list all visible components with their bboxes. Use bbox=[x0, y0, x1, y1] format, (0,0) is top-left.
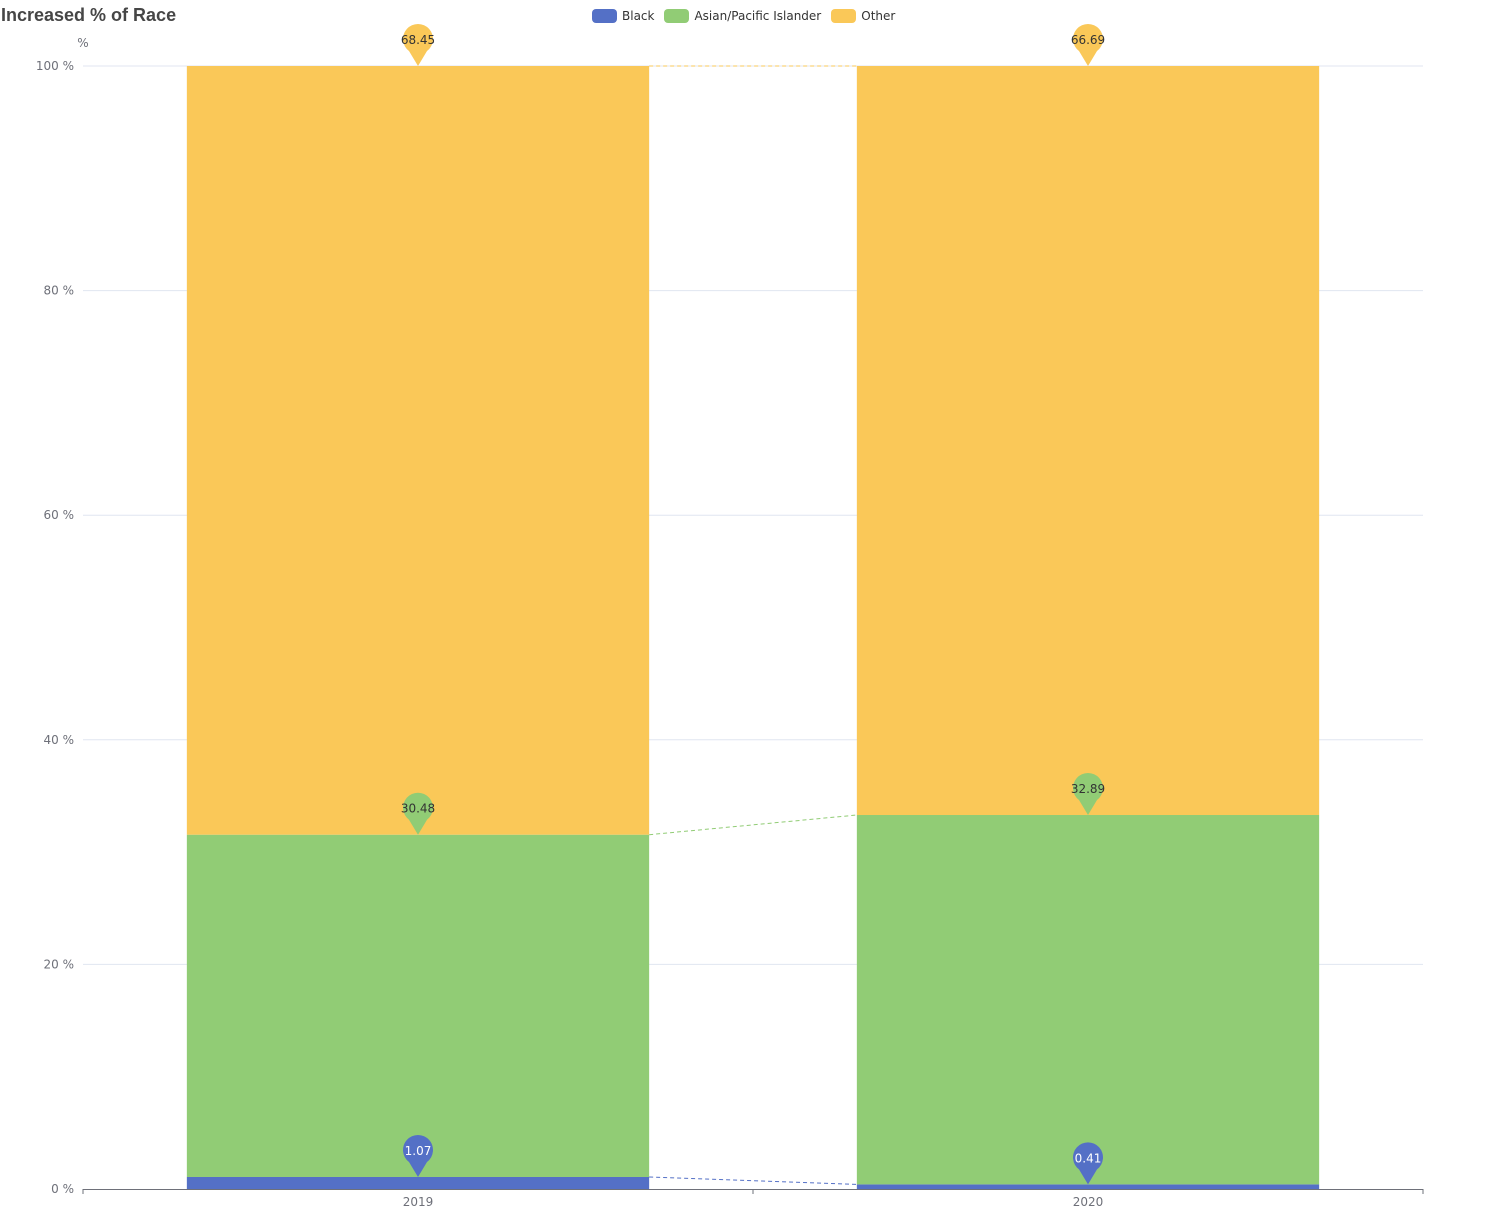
legend-item-asian-pacific-islander[interactable]: Asian/Pacific Islander bbox=[664, 9, 821, 23]
data-label: 32.89 bbox=[1071, 782, 1105, 796]
legend-label-asian-pacific-islander: Asian/Pacific Islander bbox=[694, 9, 822, 23]
bar-asian-pacific-islander-2020 bbox=[856, 815, 1320, 1185]
bar-other-2019 bbox=[186, 66, 650, 835]
marker-pin bbox=[1073, 773, 1104, 816]
marker-pin bbox=[1073, 24, 1104, 66]
marker-pin bbox=[1073, 1142, 1104, 1185]
connector-line bbox=[649, 1176, 857, 1185]
bar-asian-pacific-islander-2019 bbox=[186, 834, 650, 1177]
y-tick-label: 100 % bbox=[36, 59, 74, 73]
legend: Black Asian/Pacific Islander Other bbox=[592, 9, 905, 23]
chart-title: Increased % of Race bbox=[1, 5, 177, 25]
y-axis-label: % bbox=[77, 36, 88, 50]
marker-pin bbox=[403, 792, 434, 835]
y-tick-label: 0 % bbox=[51, 1182, 74, 1196]
data-label: 0.41 bbox=[1075, 1151, 1102, 1165]
legend-item-other[interactable]: Other bbox=[831, 9, 895, 23]
y-tick-label: 20 % bbox=[44, 957, 75, 971]
y-tick-label: 40 % bbox=[44, 733, 75, 747]
legend-swatch-black bbox=[592, 9, 617, 23]
bar-black-2019 bbox=[186, 1176, 650, 1189]
x-tick-label: 2020 bbox=[1073, 1195, 1104, 1209]
legend-swatch-asian-pacific-islander bbox=[664, 9, 690, 23]
data-label: 66.69 bbox=[1071, 33, 1105, 47]
legend-label-black: Black bbox=[622, 9, 655, 23]
legend-item-black[interactable]: Black bbox=[592, 9, 654, 23]
x-tick-label: 2019 bbox=[403, 1195, 434, 1209]
y-tick-label: 60 % bbox=[44, 508, 75, 522]
marker-pin bbox=[403, 1134, 434, 1177]
legend-label-other: Other bbox=[861, 9, 896, 23]
bar-other-2020 bbox=[856, 66, 1320, 816]
data-label: 1.07 bbox=[405, 1144, 432, 1158]
marker-pin bbox=[403, 24, 434, 66]
data-label: 30.48 bbox=[401, 802, 435, 816]
data-label: 68.45 bbox=[401, 33, 435, 47]
legend-swatch-other bbox=[831, 9, 857, 23]
y-tick-label: 80 % bbox=[44, 284, 75, 298]
connector-line bbox=[649, 814, 857, 836]
bar-black-2020 bbox=[856, 1184, 1320, 1189]
